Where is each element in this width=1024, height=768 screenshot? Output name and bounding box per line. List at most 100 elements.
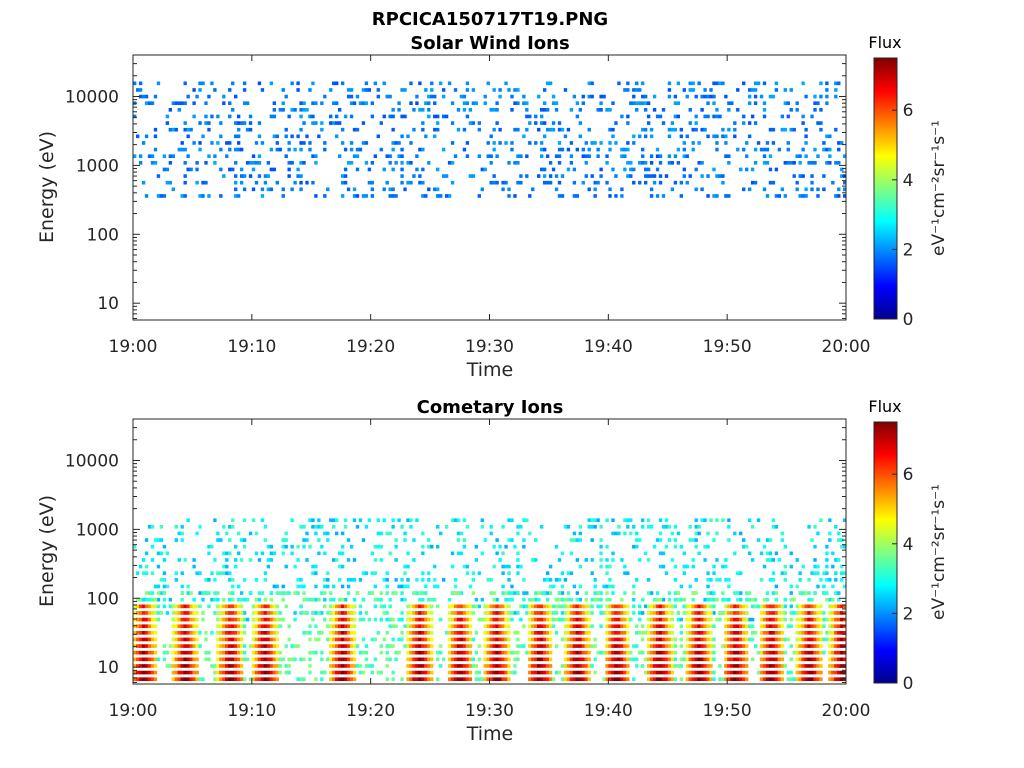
heatmap-cell (834, 644, 838, 648)
heatmap-cell (709, 624, 713, 629)
heatmap-cell (415, 591, 419, 595)
heatmap-cell (346, 657, 351, 662)
heatmap-cell (667, 88, 672, 92)
heatmap-cell (418, 637, 422, 642)
heatmap-cell (471, 578, 476, 582)
heatmap-cell (138, 664, 143, 668)
heatmap-cell (843, 631, 847, 635)
heatmap-cell (302, 611, 306, 615)
heatmap-cell (649, 631, 654, 635)
heatmap-cell (459, 664, 464, 668)
heatmap-cell (816, 631, 820, 635)
heatmap-cell (620, 644, 624, 648)
heatmap-cell (819, 650, 823, 655)
heatmap-cell (819, 518, 823, 523)
heatmap-cell (623, 88, 627, 92)
heatmap-cell (569, 624, 574, 629)
heatmap-cell (180, 531, 184, 536)
heatmap-cell (575, 558, 580, 562)
heatmap-cell (694, 657, 698, 662)
heatmap-cell (340, 617, 345, 622)
heatmap-cell (239, 611, 244, 615)
heatmap-cell (572, 604, 577, 609)
heatmap-cell (843, 571, 847, 576)
heatmap-cell (296, 578, 300, 582)
heatmap-cell (679, 664, 683, 668)
heatmap-cell (480, 518, 484, 523)
heatmap-cell (340, 650, 345, 655)
heatmap-cell (275, 657, 279, 662)
heatmap-cell (706, 644, 710, 648)
heatmap-cell (415, 644, 419, 648)
heatmap-cell (439, 617, 443, 622)
heatmap-cell (727, 578, 731, 582)
heatmap-cell (379, 597, 383, 602)
heatmap-cell (379, 147, 383, 152)
heatmap-cell (646, 114, 651, 119)
heatmap-cell (150, 558, 155, 562)
heatmap-cell (504, 644, 508, 648)
heatmap-cell (510, 538, 514, 542)
heatmap-cell (697, 650, 701, 655)
heatmap-cell (706, 624, 710, 629)
heatmap-cell (554, 670, 559, 675)
heatmap-cell (807, 611, 811, 615)
heatmap-cell (133, 650, 137, 655)
heatmap-cell (239, 604, 244, 609)
heatmap-cell (492, 180, 496, 185)
heatmap-cell (608, 631, 612, 635)
heatmap-cell (510, 650, 514, 655)
heatmap-cell (587, 518, 591, 523)
heatmap-cell (635, 664, 639, 668)
heatmap-cell (427, 187, 431, 192)
heatmap-cell (739, 617, 743, 622)
heatmap-cell (453, 644, 458, 648)
heatmap-cell (406, 518, 410, 523)
heatmap-cell (239, 558, 244, 562)
heatmap-cell (611, 518, 615, 523)
heatmap-cell (150, 644, 155, 648)
heatmap-cell (186, 657, 190, 662)
heatmap-cell (501, 584, 505, 589)
heatmap-cell (340, 624, 345, 629)
heatmap-cell (584, 677, 588, 682)
heatmap-cell (807, 624, 811, 629)
heatmap-cell (537, 644, 541, 648)
heatmap-cell (427, 101, 431, 106)
heatmap-cell (326, 187, 330, 192)
heatmap-cell (789, 551, 793, 556)
heatmap-cell (706, 94, 710, 99)
heatmap-cell (828, 670, 832, 675)
heatmap-cell (596, 591, 600, 595)
heatmap-cell (141, 141, 146, 145)
heatmap-cell (566, 644, 571, 648)
heatmap-cell (578, 670, 582, 675)
colorbar-tick-label: 0 (903, 310, 914, 330)
heatmap-cell (697, 604, 701, 609)
heatmap-cell (430, 677, 434, 682)
heatmap-cell (147, 670, 152, 675)
heatmap-cell (150, 631, 155, 635)
heatmap-cell (436, 187, 440, 192)
heatmap-cell (332, 637, 336, 642)
heatmap-cell (685, 611, 689, 615)
heatmap-cell (189, 591, 193, 595)
heatmap-cell (703, 664, 707, 668)
heatmap-cell (807, 637, 811, 642)
heatmap-cell (444, 114, 449, 119)
heatmap-cell (421, 664, 425, 668)
heatmap-cell (201, 617, 205, 622)
heatmap-cell (156, 194, 161, 198)
heatmap-cell (548, 127, 553, 132)
heatmap-cell (299, 161, 303, 165)
heatmap-cell (332, 644, 336, 648)
heatmap-cell (840, 637, 844, 642)
heatmap-cell (676, 531, 681, 536)
heatmap-cell (608, 644, 612, 648)
heatmap-cell (195, 161, 199, 165)
heatmap-cell (652, 657, 657, 662)
heatmap-cell (542, 631, 547, 635)
heatmap-cell (599, 604, 603, 609)
heatmap-cell (144, 670, 149, 675)
